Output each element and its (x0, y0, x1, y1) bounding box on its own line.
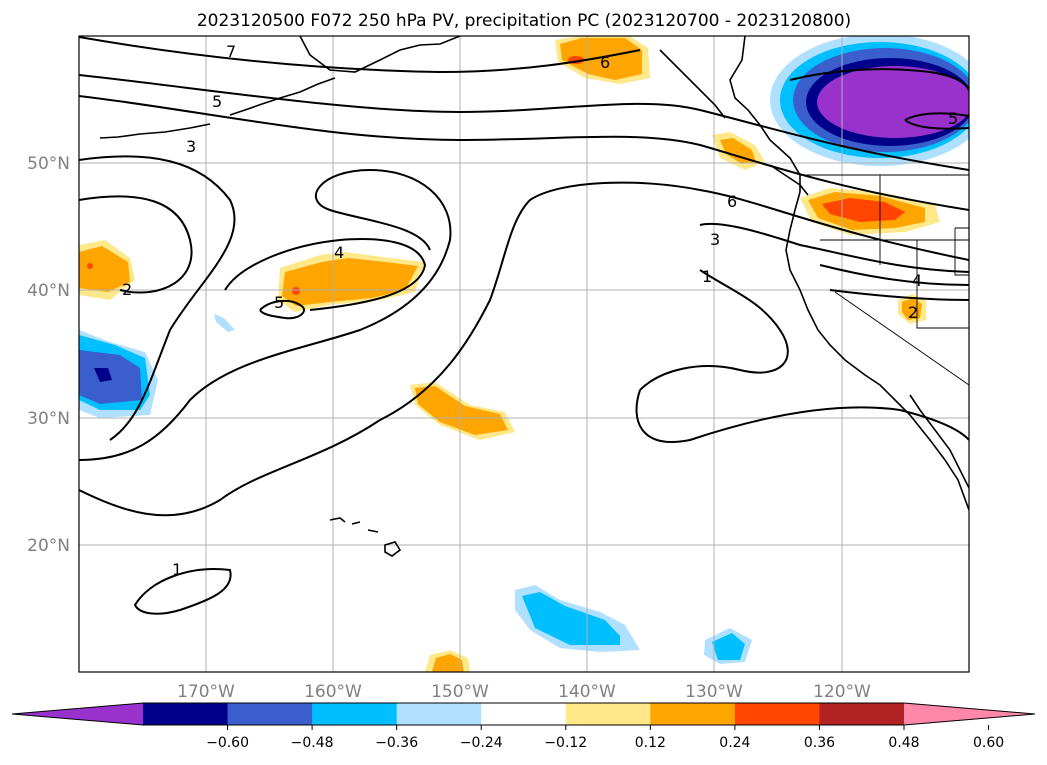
contour-1-south (635, 389, 969, 443)
state-border-5 (954, 227, 969, 276)
colorbar-tick-label: −0.12 (544, 735, 587, 751)
contour-label: 4 (912, 271, 922, 290)
colorbar-tick-label: 0.60 (973, 735, 1004, 751)
lon-label: 120°W (813, 682, 871, 702)
precip-negative-north (770, 36, 969, 166)
colorbar-segment (312, 703, 398, 725)
colorbar: −0.60 −0.48 −0.36 −0.24 −0.12 0.12 0.24 0.36 0.4… (11, 702, 1036, 751)
colorbar-segment (143, 703, 229, 725)
lat-label: 20°N (27, 536, 70, 556)
contour-labels: 7 5 3 2 4 5 6 3 1 1 6 5 4 2 (122, 42, 958, 579)
contour-label: 4 (334, 243, 344, 262)
contour-label: 1 (172, 560, 182, 579)
colorbar-tick-label: −0.48 (291, 735, 334, 751)
coastlines (99, 36, 969, 557)
colorbar-extend-max (904, 703, 1035, 725)
contour-label: 6 (600, 53, 610, 72)
precip-negative-south (214, 314, 752, 664)
lon-label: 140°W (558, 682, 616, 702)
contour-label: 1 (702, 267, 712, 286)
precip-negative-west (79, 330, 158, 418)
lat-tick-labels: 50°N 40°N 30°N 20°N (27, 154, 70, 556)
pv-contours (79, 36, 969, 615)
contour-3-east (829, 289, 969, 301)
alaska-coast (299, 36, 461, 73)
alaska-panhandle (659, 49, 726, 119)
contour-5-north (904, 112, 969, 130)
colorbar-tick-label: −0.24 (460, 735, 503, 751)
contour-label: 2 (122, 280, 132, 299)
contour-2-west (79, 155, 236, 441)
lon-label: 130°W (685, 682, 743, 702)
contour-label: 3 (710, 230, 720, 249)
contour-label: 6 (727, 192, 737, 211)
contour-5 (79, 74, 969, 171)
colorbar-tick-label: 0.36 (804, 735, 835, 751)
colorbar-tick-label: 0.12 (635, 735, 666, 751)
colorbar-segment (734, 703, 820, 725)
gridlines (79, 36, 969, 672)
lon-label: 170°W (177, 682, 235, 702)
contour-5-inner (259, 299, 305, 320)
map-panel: 7 5 3 2 4 5 6 3 1 1 6 5 4 2 (78, 35, 970, 673)
contour-label: 7 (226, 42, 236, 61)
figure-title: 2023120500 F072 250 hPa PV, precipitatio… (197, 11, 851, 31)
contour-label: 2 (908, 303, 918, 322)
contour-1-main (79, 168, 452, 461)
bc-coast (729, 36, 801, 192)
colorbar-segment (227, 703, 313, 725)
lat-label: 50°N (27, 154, 70, 174)
map-frame (78, 35, 970, 673)
state-border-4 (834, 291, 969, 386)
contour-1-long (79, 181, 969, 517)
aleutian-islands (229, 77, 336, 116)
colorbar-segment (565, 703, 651, 725)
precip-positive (79, 36, 940, 672)
colorbar-tick-label: 0.24 (719, 735, 750, 751)
contour-6-north (789, 68, 969, 91)
contour-label: 5 (212, 92, 222, 111)
lat-label: 30°N (27, 409, 70, 429)
hawaii-islands (329, 517, 402, 557)
contour-4 (224, 238, 427, 311)
lon-tick-labels: 170°W 160°W 150°W 140°W 130°W 120°W (177, 682, 871, 702)
colorbar-tick-label: −0.36 (375, 735, 418, 751)
contour-2-east (699, 222, 969, 273)
vancouver-island (769, 164, 809, 196)
contour-1-southeast (639, 269, 789, 391)
contour-label: 3 (186, 137, 196, 156)
aleutian-west (99, 123, 211, 139)
contour-1-closed (133, 568, 232, 615)
colorbar-tick-label: 0.48 (888, 735, 919, 751)
contour-4-east (819, 264, 969, 286)
colorbar-segment (650, 703, 736, 725)
contour-3 (79, 95, 969, 211)
colorbar-extend-min (12, 703, 143, 725)
contour-label: 5 (274, 293, 284, 312)
colorbar-segment (396, 703, 482, 725)
baja-coast (909, 394, 969, 489)
colorbar-segment (819, 703, 905, 725)
lon-label: 160°W (304, 682, 362, 702)
state-border-3 (916, 240, 969, 329)
contour-label: 5 (948, 109, 958, 128)
colorbar-segment (481, 703, 567, 725)
contour-7 (79, 36, 641, 74)
contour-2-inner (79, 195, 193, 294)
us-west-coast (785, 191, 969, 511)
lon-label: 150°W (431, 682, 489, 702)
colorbar-tick-label: −0.60 (206, 735, 249, 751)
lat-label: 40°N (27, 281, 70, 301)
